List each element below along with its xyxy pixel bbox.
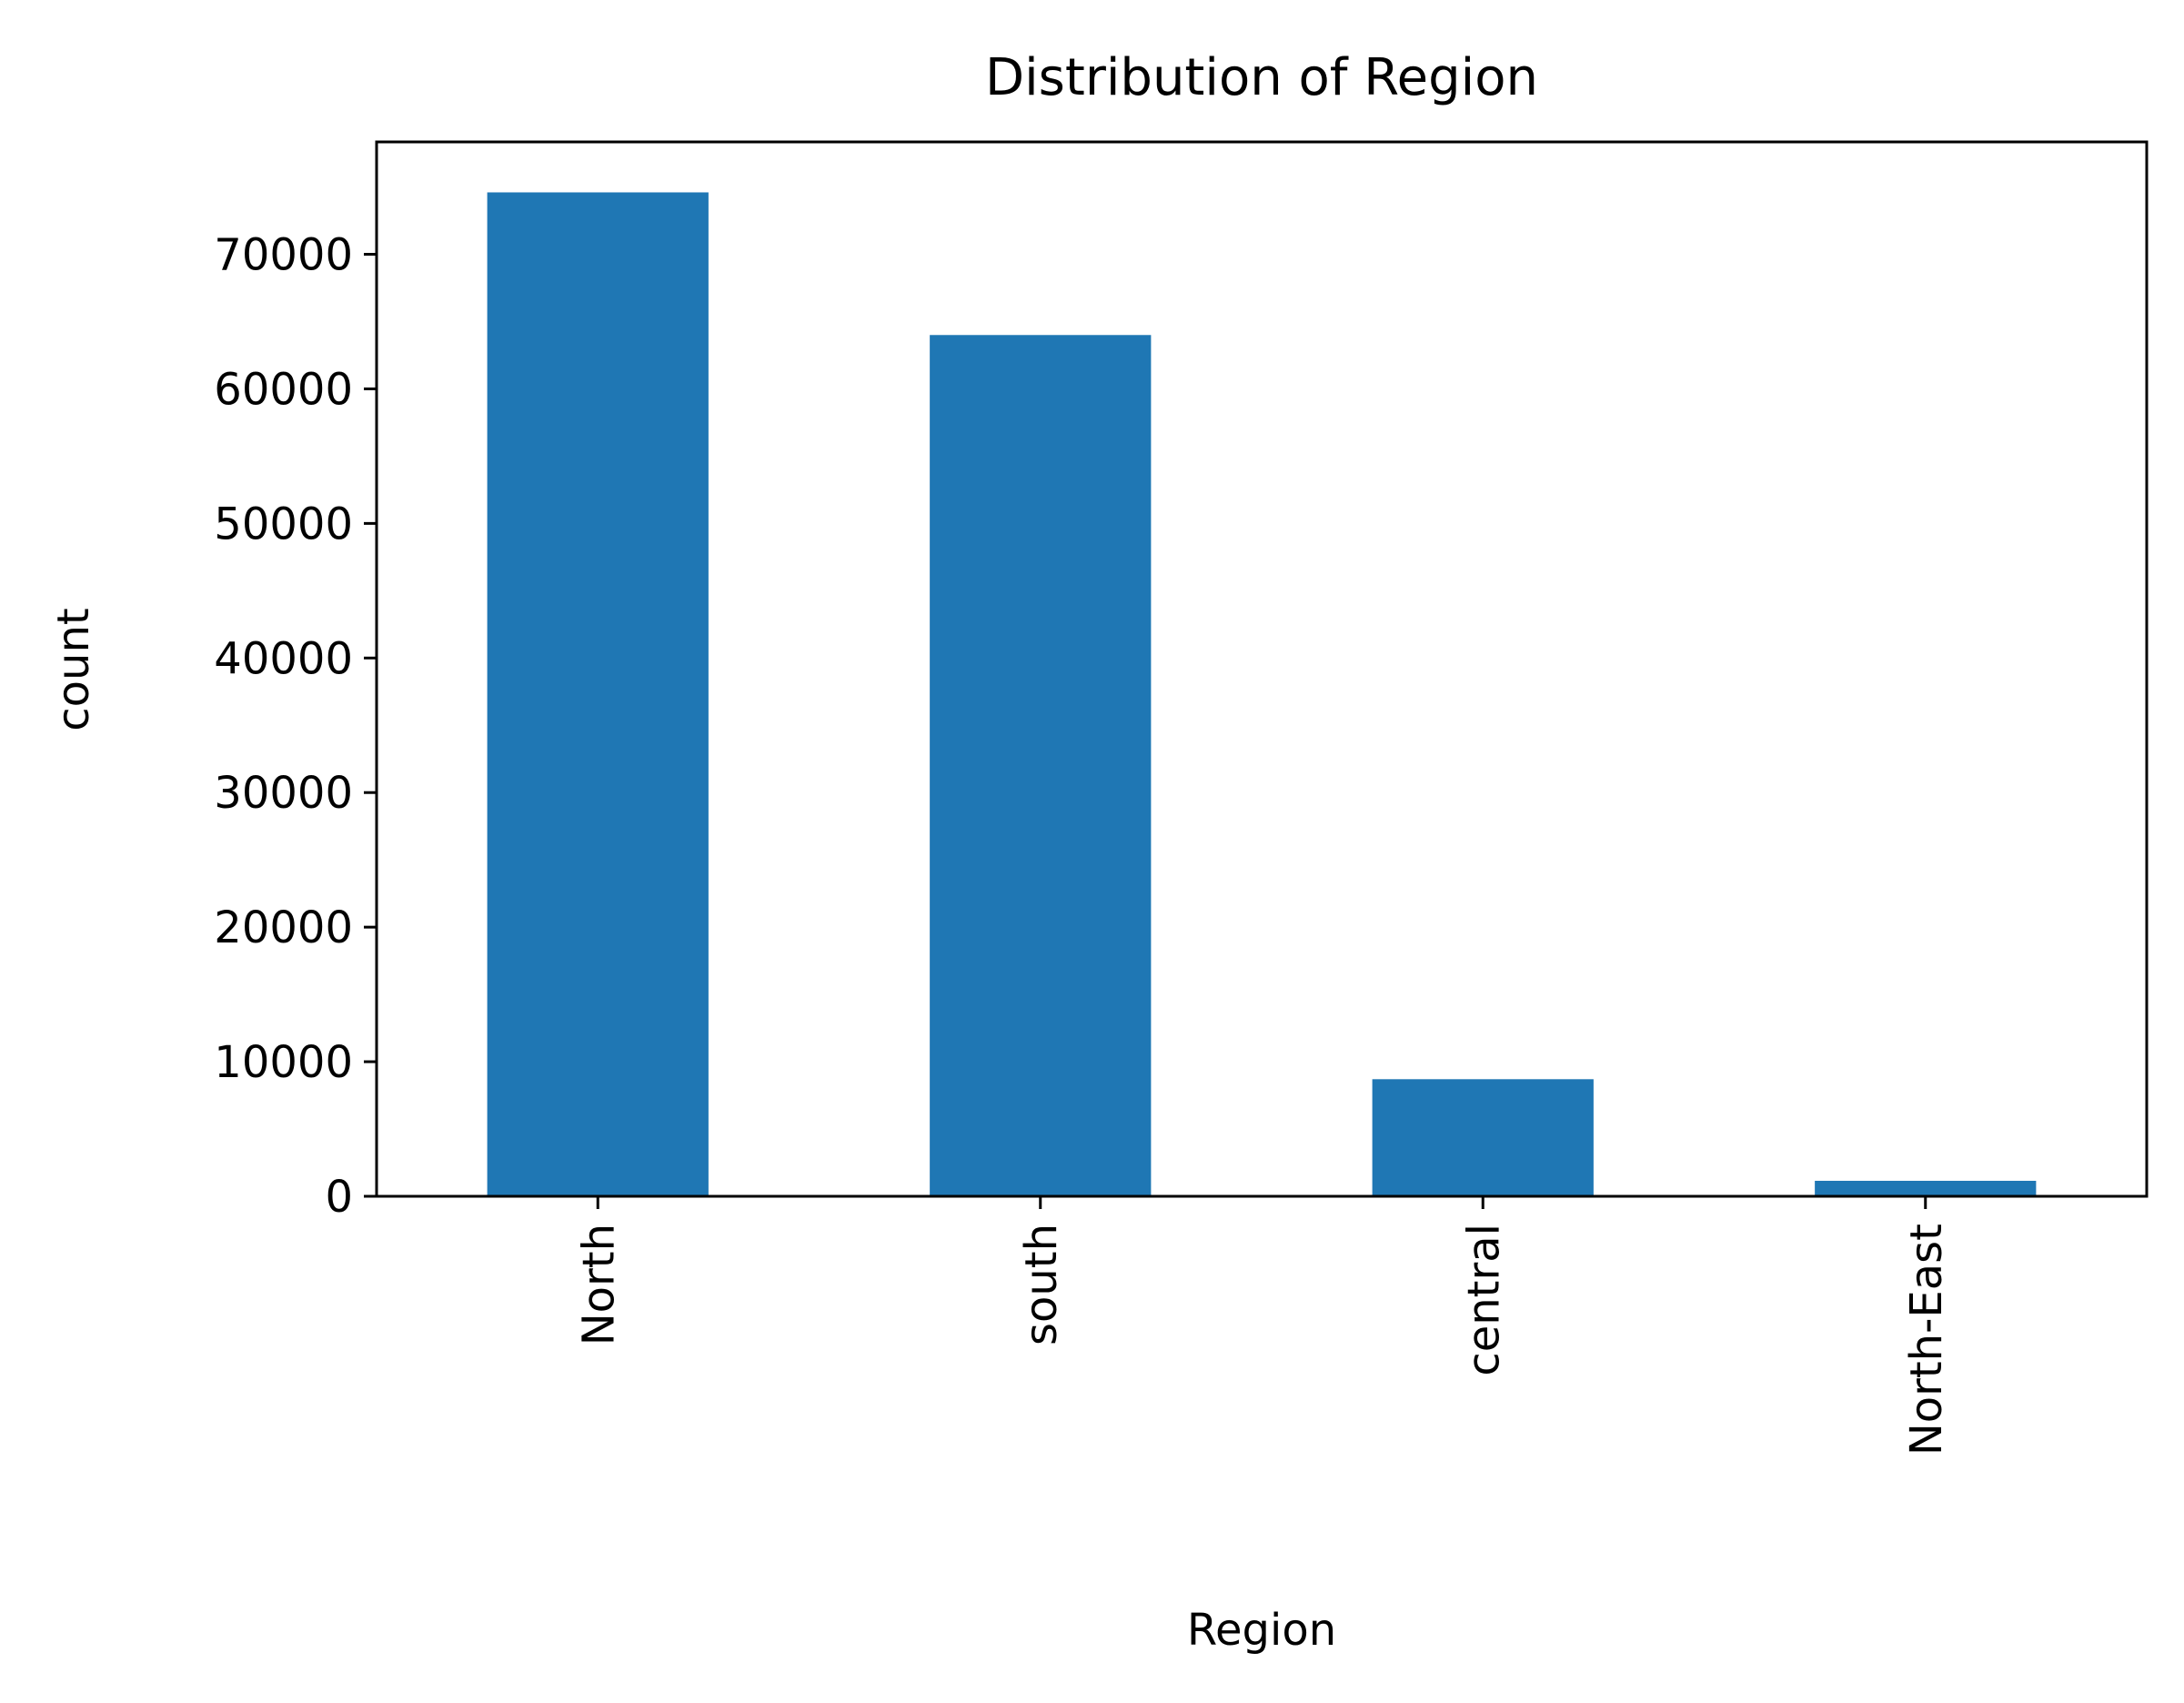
x-tick-label: North-East (1901, 1224, 1952, 1456)
x-tick-label: south (1016, 1224, 1067, 1345)
y-axis: 0 10000 20000 30000 40000 50000 60000 70000 (214, 230, 377, 1223)
bars-layer (487, 192, 2037, 1197)
y-tick-label: 10000 (214, 1037, 353, 1088)
y-tick-label: 50000 (214, 499, 353, 549)
y-tick-label: 20000 (214, 902, 353, 953)
bar-north (487, 192, 709, 1197)
x-tick-label: central (1458, 1224, 1509, 1376)
plot-frame (375, 140, 2149, 1198)
y-axis-label: count (48, 608, 99, 731)
x-tick-label: North (573, 1224, 624, 1345)
y-tick-label: 60000 (214, 364, 353, 415)
y-tick-label: 70000 (214, 230, 353, 281)
bar-central (1372, 1079, 1594, 1196)
x-axis-label: Region (1187, 1605, 1336, 1656)
y-tick-label: 30000 (214, 768, 353, 819)
bar-south (930, 335, 1152, 1196)
y-tick-label: 40000 (214, 633, 353, 684)
x-axis: North south central North-East (573, 1196, 1952, 1456)
y-tick-label: 0 (325, 1172, 353, 1223)
bar-north-east (1815, 1180, 2037, 1196)
chart-title: Distribution of Region (985, 48, 1538, 107)
